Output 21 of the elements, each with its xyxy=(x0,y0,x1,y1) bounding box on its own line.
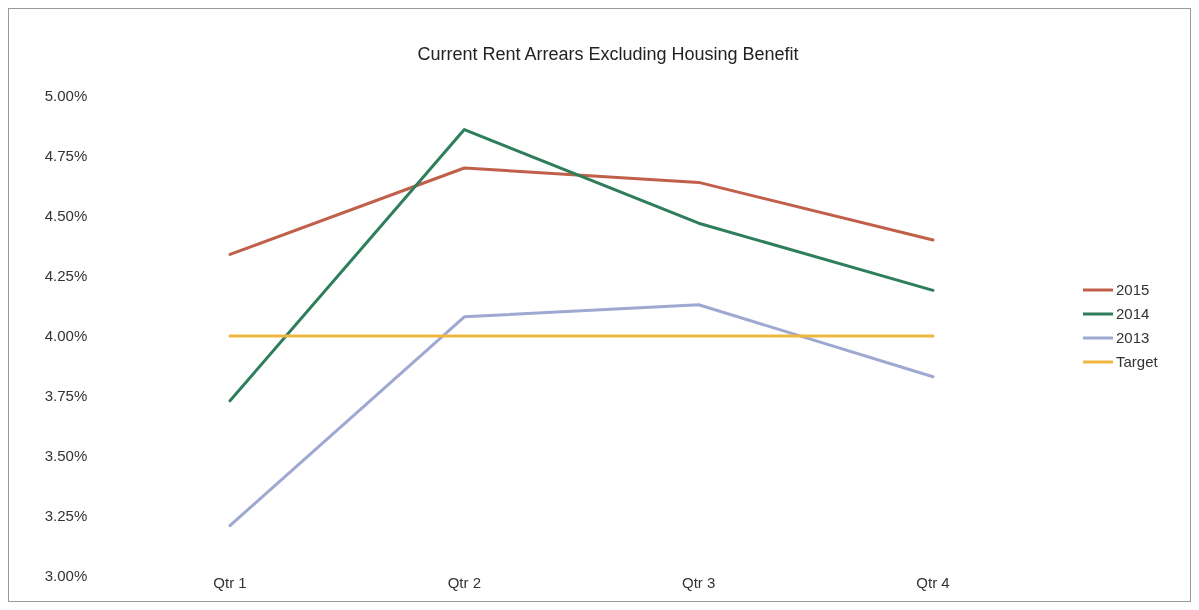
y-tick-label: 4.25% xyxy=(44,267,88,285)
y-tick-label: 3.50% xyxy=(44,447,88,465)
legend-label: 2014 xyxy=(1116,305,1150,323)
legend-label: 2013 xyxy=(1116,329,1150,347)
y-tick-label: 3.75% xyxy=(44,387,88,405)
y-tick-label: 4.75% xyxy=(44,147,88,165)
y-tick-label: 4.00% xyxy=(44,327,88,345)
chart-title: Current Rent Arrears Excluding Housing Benefit xyxy=(417,44,799,64)
y-tick-label: 3.25% xyxy=(44,507,88,525)
y-tick-label: 3.00% xyxy=(44,567,88,585)
x-tick-label: Qtr 3 xyxy=(681,574,716,592)
x-tick-label: Qtr 1 xyxy=(213,574,247,592)
y-tick-label: 4.50% xyxy=(44,207,88,225)
legend-label: Target xyxy=(1116,353,1159,371)
line-series xyxy=(228,128,935,403)
y-tick-label: 5.00% xyxy=(44,87,88,105)
legend-label: 2015 xyxy=(1116,281,1150,299)
x-tick-label: Qtr 2 xyxy=(447,574,482,592)
line-series xyxy=(228,303,935,528)
line-series xyxy=(228,166,935,256)
x-tick-label: Qtr 4 xyxy=(916,574,950,592)
